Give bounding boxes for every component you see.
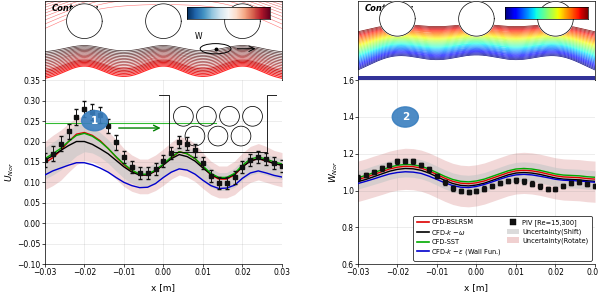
X-axis label: x [m]: x [m] [465,283,489,292]
Polygon shape [66,4,102,38]
Text: Contour-u: Contour-u [52,4,99,13]
Text: U: U [237,32,242,41]
Polygon shape [380,1,415,36]
Text: 1: 1 [91,116,98,126]
Text: W: W [195,32,203,41]
X-axis label: x [m]: x [m] [151,283,175,292]
Y-axis label: $W_{Nor}$: $W_{Nor}$ [328,161,340,183]
Polygon shape [538,1,573,36]
Legend: CFD-BSLRSM, CFD-$k-\omega$, CFD-SST, CFD-$k-\varepsilon$ (Wall Fun.), PIV [Re=15: CFD-BSLRSM, CFD-$k-\omega$, CFD-SST, CFD… [413,216,591,261]
Circle shape [392,107,419,127]
Polygon shape [146,4,181,38]
Text: 2: 2 [402,112,409,122]
Polygon shape [225,4,260,38]
Y-axis label: $U_{Nor}$: $U_{Nor}$ [4,162,16,182]
Circle shape [81,111,108,131]
Polygon shape [459,1,494,36]
Text: Contour-w: Contour-w [365,4,414,13]
